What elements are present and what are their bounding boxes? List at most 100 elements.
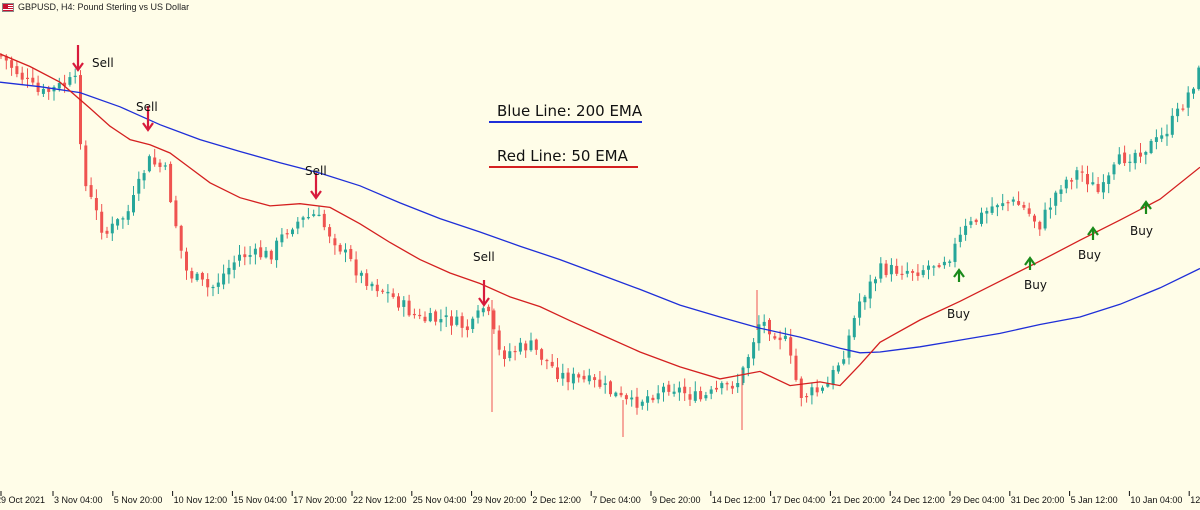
candle-body (439, 319, 443, 323)
candle (905, 262, 909, 278)
candle-body (874, 279, 877, 284)
candle (402, 296, 406, 317)
candle (974, 218, 978, 225)
candle-body (704, 395, 708, 399)
candle (248, 246, 252, 265)
candle-body (1091, 182, 1095, 185)
candle-body (836, 365, 840, 372)
candle (715, 380, 718, 393)
candle (773, 332, 777, 341)
candle (487, 304, 491, 316)
x-tick-label: 7 Dec 04:00 (592, 495, 641, 505)
candle-body (492, 310, 496, 330)
candle-body (762, 321, 766, 326)
candle (1038, 220, 1042, 236)
candle-body (227, 267, 231, 275)
candle (137, 171, 141, 201)
candle-body (105, 230, 109, 234)
candle (545, 358, 549, 370)
candle-body (609, 381, 612, 395)
candle-body (985, 210, 989, 214)
candle-body (534, 339, 538, 350)
candle-body (815, 387, 819, 393)
candle (524, 340, 528, 358)
candle (932, 265, 936, 276)
candle (391, 288, 395, 299)
candle-body (587, 375, 591, 382)
candle-body (153, 157, 157, 165)
candle-body (354, 259, 358, 276)
candle (836, 362, 840, 374)
candle (995, 203, 999, 217)
candle-body (1186, 92, 1190, 108)
candle (338, 243, 342, 255)
candle-body (68, 77, 72, 85)
candle-body (312, 214, 316, 216)
candle (1017, 191, 1021, 206)
candle-body (1086, 173, 1089, 185)
candle (412, 308, 416, 319)
candle-body (169, 163, 173, 203)
candle (1123, 145, 1127, 166)
candle (709, 385, 713, 400)
candle (1001, 193, 1005, 211)
ema200-line (0, 81, 1200, 354)
candle (948, 259, 952, 267)
candle-body (545, 359, 549, 362)
candle (211, 284, 215, 297)
buy-arrow-icon (1087, 226, 1099, 236)
candle (577, 372, 581, 383)
x-tick-label: 22 Nov 12:00 (353, 495, 407, 505)
candle (911, 269, 915, 281)
candle (285, 229, 289, 239)
candle-body (190, 271, 194, 279)
x-tick-label: 12 (1190, 495, 1200, 505)
candle (206, 273, 210, 297)
candle (386, 284, 390, 303)
candle-body (953, 243, 957, 262)
candle (582, 370, 586, 383)
candle-body (916, 272, 920, 276)
candle (126, 204, 130, 226)
candle (333, 233, 337, 255)
candle (73, 68, 77, 84)
candle-body (715, 387, 718, 390)
candle-body (94, 198, 98, 211)
candle-body (275, 240, 279, 261)
candle-body (783, 335, 787, 339)
candle (20, 66, 24, 85)
candle (269, 249, 273, 264)
candle (185, 247, 188, 280)
candle-body (41, 88, 45, 94)
candle (174, 195, 178, 229)
candle (831, 365, 835, 390)
candle (752, 337, 756, 366)
candle (503, 346, 506, 367)
candle-body (381, 290, 385, 292)
candle-body (232, 262, 236, 270)
candle (699, 386, 703, 402)
candle-body (635, 396, 639, 408)
x-tick-label: 15 Nov 04:00 (233, 495, 287, 505)
candle-body (158, 162, 162, 167)
sell-label: Sell (92, 56, 114, 70)
candle (863, 294, 867, 310)
candle-body (359, 272, 363, 276)
candle (927, 260, 930, 280)
candle (259, 240, 263, 260)
legend-red-label: Red Line: 50 EMA (497, 147, 628, 165)
candle-body (725, 383, 729, 385)
candle-body (259, 247, 263, 258)
candle (1075, 166, 1079, 189)
candle (301, 215, 305, 228)
candle (603, 375, 607, 394)
candle-body (375, 284, 379, 292)
candle (534, 338, 538, 355)
candle-body (291, 229, 294, 235)
candle-body (566, 372, 570, 383)
candle-body (550, 361, 554, 367)
candle (41, 83, 45, 98)
candle (1165, 124, 1169, 146)
